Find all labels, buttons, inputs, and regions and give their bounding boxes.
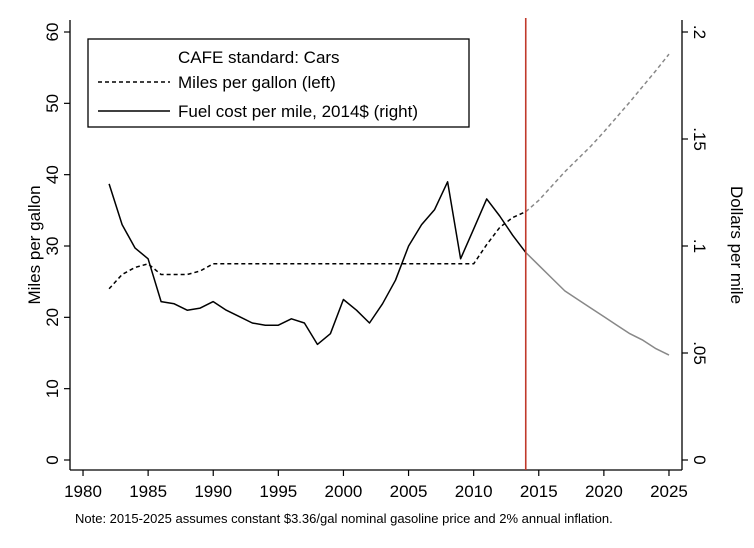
x-tick-label: 1980: [64, 482, 102, 501]
x-tick-label: 2025: [650, 482, 688, 501]
series-1-historical-line: [108, 181, 527, 346]
axes: 1980 1985 1990 1995 2000 2005 2010 2015 2020 2025…: [43, 20, 709, 501]
y-left-tick-label: 30: [43, 237, 62, 256]
series-layer: [108, 53, 670, 356]
series-1-projection-line: [525, 251, 670, 356]
x-tick-label: 2010: [455, 482, 493, 501]
x-tick-label: 1985: [129, 482, 167, 501]
legend-entry-cost: Fuel cost per mile, 2014$ (right): [178, 102, 418, 121]
x-tick-label: 1995: [259, 482, 297, 501]
y-right-axis-title: Dollars per mile: [727, 186, 746, 304]
y-left-tick-label: 60: [43, 23, 62, 42]
footnote: Note: 2015-2025 assumes constant $3.36/g…: [75, 511, 613, 526]
legend-title: CAFE standard: Cars: [178, 48, 340, 67]
x-tick-label: 2005: [390, 482, 428, 501]
y-right-tick-label: .1: [690, 239, 709, 253]
legend-entry-mpg: Miles per gallon (left): [178, 73, 336, 92]
x-tick-label: 1990: [194, 482, 232, 501]
y-left-tick-label: 10: [43, 379, 62, 398]
y-right-tick-label: .2: [690, 25, 709, 39]
series-0-projection-line: [525, 53, 670, 213]
legend: CAFE standard: Cars Miles per gallon (le…: [87, 38, 470, 128]
y-right-tick-label: 0: [690, 455, 709, 464]
y-left-tick-label: 40: [43, 165, 62, 184]
x-tick-label: 2020: [585, 482, 623, 501]
y-left-tick-label: 50: [43, 94, 62, 113]
x-tick-label: 2015: [520, 482, 558, 501]
y-right-tick-label: .15: [690, 127, 709, 151]
y-right-tick-label: .05: [690, 341, 709, 365]
y-left-axis-title: Miles per gallon: [25, 185, 44, 304]
y-left-tick-label: 0: [43, 455, 62, 464]
x-tick-label: 2000: [325, 482, 363, 501]
legend-box: [87, 38, 470, 128]
y-left-tick-label: 20: [43, 308, 62, 327]
